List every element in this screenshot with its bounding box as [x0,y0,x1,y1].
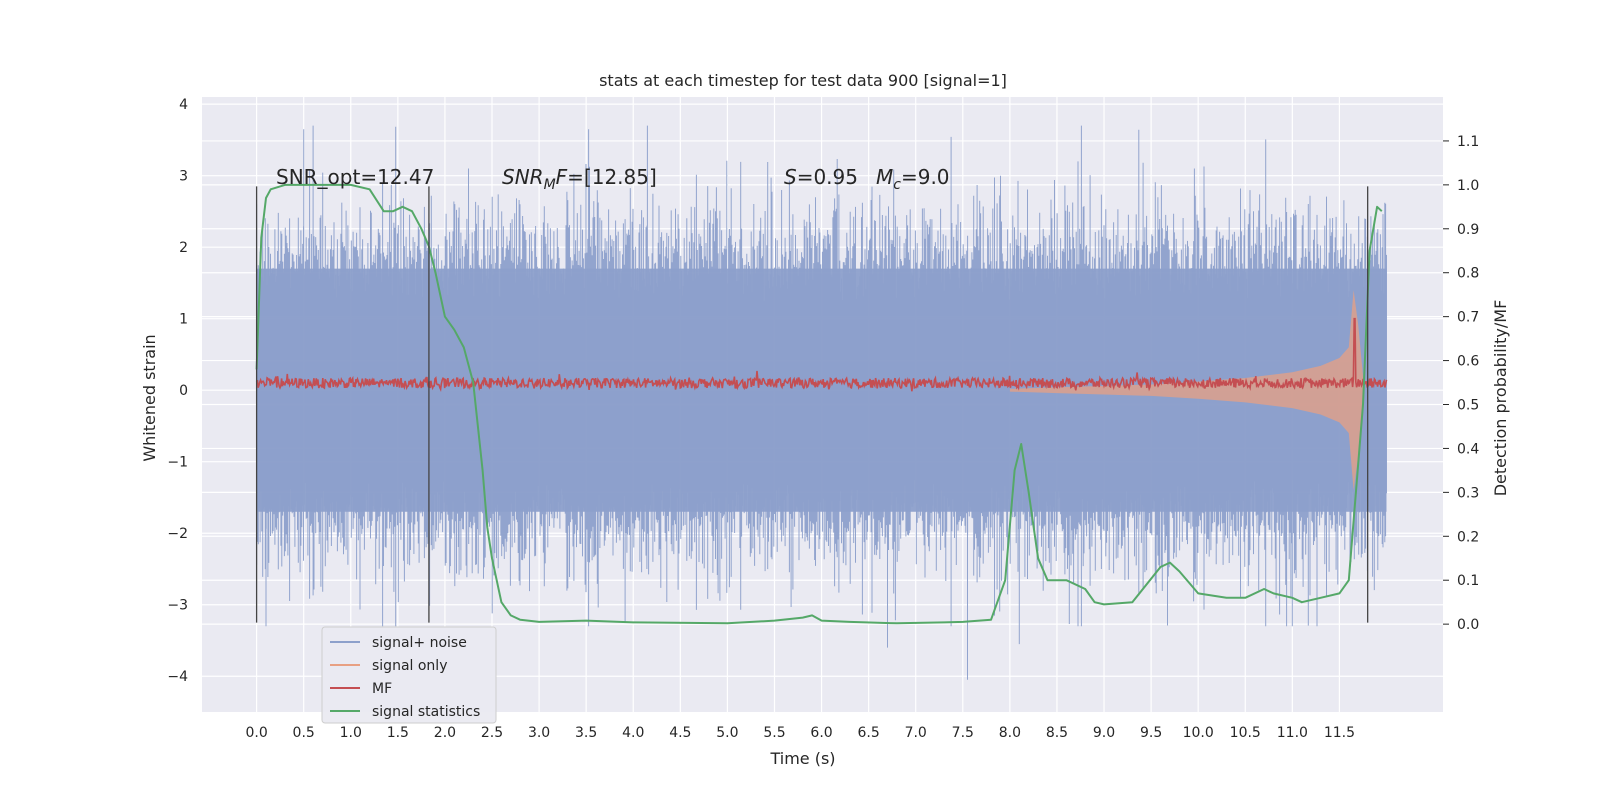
yr-tick-label-0: 1.1 [1457,134,1479,150]
x-tick-label-6: 3.0 [528,725,550,741]
x-tick-label-7: 3.5 [575,725,597,741]
x-tick-label-16: 8.0 [999,725,1021,741]
left-y-axis-ticks: 4 3 2 1 0 −1 −2 −3 −4 [167,97,188,685]
yr-tick-label-2: 0.9 [1457,222,1479,238]
yr-tick-label-8: 0.3 [1457,485,1479,501]
x-axis-ticks: 0.0 0.5 1.0 1.5 2.0 2.5 3.0 3.5 4.0 4.5 5.0 5.5 6.0 6… [245,725,1355,741]
x-tick-label-13: 6.5 [858,725,880,741]
x-tick-label-2: 1.0 [340,725,362,741]
x-axis-label: Time (s) [769,749,835,768]
legend-box [321,626,497,724]
vertical-markers [255,186,1369,623]
annotation-snr-mf: SNRMF=[12.85] [502,165,657,193]
yl-tick-label-0: 4 [179,97,188,113]
yl-tick-label-1: 3 [179,169,188,185]
legend-label-3: signal statistics [372,704,480,720]
yl-tick-label-2: 2 [179,240,188,256]
x-tick-label-14: 7.0 [905,725,927,741]
mc-symbol: M [876,165,893,189]
snr-mf-tail: F [556,165,568,189]
right-y-axis-label: Detection probability/MF [1491,300,1510,497]
snr-mf-subscript: M [544,177,556,193]
x-tick-label-21: 10.5 [1230,725,1261,741]
s-value: =0.95 [797,165,858,189]
x-tick-label-1: 0.5 [293,725,315,741]
legend: signal+ noise signal only MF signal statist… [321,626,497,724]
yr-tick-label-11: 0.0 [1457,617,1479,633]
snr-mf-symbol: SNR [502,165,544,189]
annotation-snr-opt: SNR_opt=12.47 [276,165,434,189]
x-tick-label-15: 7.5 [952,725,974,741]
x-tick-label-17: 8.5 [1046,725,1068,741]
x-tick-label-12: 6.0 [810,725,832,741]
annotation-s: S=0.95 Mc=9.0 [784,165,950,193]
legend-label-1: signal only [372,658,447,674]
yr-tick-label-4: 0.7 [1457,310,1479,326]
chart-title: stats at each timestep for test data 900… [599,71,1007,90]
x-tick-label-20: 10.0 [1183,725,1214,741]
series-mf [255,317,1388,392]
x-tick-label-18: 9.0 [1093,725,1115,741]
series-layer [255,125,1388,680]
x-tick-label-10: 5.0 [716,725,738,741]
yr-tick-label-9: 0.2 [1457,529,1479,545]
mc-value: =9.0 [901,165,950,189]
yr-tick-label-3: 0.8 [1457,266,1479,282]
legend-label-0: signal+ noise [372,635,467,651]
x-tick-label-11: 5.5 [763,725,785,741]
x-tick-label-9: 4.5 [669,725,691,741]
series-signal-only [1009,290,1363,491]
s-symbol: S [784,165,797,189]
right-y-axis-ticks: 1.1 1.0 0.9 0.8 0.7 0.6 0.5 0.4 0.3 0.2 0.1 0.0 [1443,134,1479,633]
x-tick-label-22: 11.0 [1277,725,1308,741]
yr-tick-label-7: 0.4 [1457,441,1479,457]
yr-tick-label-1: 1.0 [1457,178,1479,194]
left-y-axis-label: Whitened strain [140,334,159,461]
yr-tick-label-10: 0.1 [1457,573,1479,589]
legend-label-2: MF [372,681,392,697]
x-tick-label-19: 9.5 [1140,725,1162,741]
x-tick-label-3: 1.5 [387,725,409,741]
x-tick-label-0: 0.0 [245,725,267,741]
yl-tick-label-8: −4 [167,669,188,685]
yr-tick-label-6: 0.5 [1457,398,1479,414]
mc-subscript: c [893,177,901,193]
snr-mf-value: =[12.85] [567,165,657,189]
x-tick-label-4: 2.0 [434,725,456,741]
yl-tick-label-4: 0 [179,383,188,399]
yl-tick-label-3: 1 [179,312,188,328]
x-tick-label-8: 4.0 [622,725,644,741]
x-tick-label-23: 11.5 [1324,725,1355,741]
yl-tick-label-6: −2 [167,526,188,542]
yl-tick-label-7: −3 [167,598,188,614]
series-signal-statistics [255,183,1383,625]
yl-tick-label-5: −1 [167,455,188,471]
x-tick-label-5: 2.5 [481,725,503,741]
yr-tick-label-5: 0.6 [1457,354,1479,370]
